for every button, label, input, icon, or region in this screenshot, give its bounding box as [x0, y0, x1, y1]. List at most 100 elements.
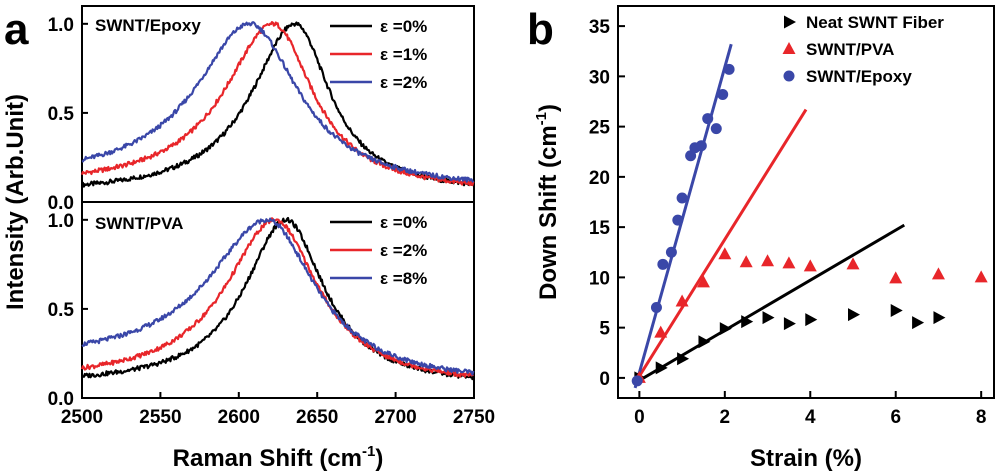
y-tick-label: 25	[589, 118, 611, 139]
x-tick-label: 0	[634, 407, 645, 428]
data-point-2	[717, 88, 729, 100]
panel-a-top-label: SWNT/Epoxy	[95, 16, 201, 35]
data-point-1	[675, 294, 689, 307]
x-tick-label: 2500	[61, 407, 103, 428]
data-point-1	[718, 247, 732, 260]
legend-marker	[782, 42, 796, 54]
data-point-0	[933, 311, 946, 325]
data-point-2	[672, 214, 684, 226]
y-tick-label: 20	[589, 168, 610, 189]
panel-a-bottom-legend: ε =0% ε =2% ε =8%	[330, 213, 427, 288]
x-tick-label: 6	[890, 407, 901, 428]
data-point-0	[677, 352, 690, 366]
panel-b-y-axis-label-main: Down Shift (cm	[535, 125, 562, 300]
data-point-2	[685, 150, 697, 162]
data-point-2	[723, 63, 735, 75]
data-point-0	[848, 308, 860, 322]
data-point-0	[741, 315, 754, 329]
legend-label: ε =0%	[380, 213, 427, 232]
y-tick-label: 5	[599, 319, 610, 340]
panel-b-legend: Neat SWNT Fiber SWNT/PVA SWNT/Epoxy	[782, 13, 944, 86]
data-point-2	[676, 192, 688, 204]
legend-label: ε =2%	[380, 241, 427, 260]
spectrum-line-a-top-2	[81, 21, 475, 184]
data-point-2	[695, 140, 707, 152]
data-point-1	[654, 325, 668, 338]
spectrum-line-a-bottom-2	[81, 217, 475, 376]
spectrum-line-a-top-1	[80, 21, 475, 187]
y-tick-label: 0.5	[48, 104, 75, 125]
panel-a-top: SWNT/Epoxy ε =0% ε =1% ε =2% 0.0 0.5 1.0	[48, 15, 475, 214]
legend-label: SWNT/PVA	[806, 40, 894, 59]
data-point-1	[739, 255, 753, 268]
x-tick-label: 2750	[453, 407, 495, 428]
data-point-1	[889, 271, 903, 284]
legend-label: ε =2%	[380, 73, 427, 92]
panel-a-x-axis-label-end: )	[375, 445, 383, 472]
legend-label: Neat SWNT Fiber	[806, 13, 944, 32]
panel-a-bottom-frame	[81, 201, 475, 399]
x-tick-label: 2700	[374, 407, 416, 428]
legend-label: ε =0%	[380, 17, 427, 36]
data-point-0	[805, 313, 818, 327]
data-point-1	[974, 270, 988, 283]
data-point-0	[912, 316, 925, 330]
y-tick-label: 0	[599, 369, 610, 390]
x-tick-label: 4	[805, 407, 816, 428]
panel-b-y-axis-label-sup: -1	[533, 112, 550, 125]
fit-line-2	[633, 43, 733, 389]
legend-label: SWNT/Epoxy	[806, 67, 912, 86]
data-point-1	[782, 256, 796, 269]
panel-b: 0 2 4 6 8 0 5 10 15 20 25 30 35 Neat SWNT Fiber SWNT/…	[589, 13, 988, 428]
panel-b-y-axis-label: Down Shift (cm-1)	[533, 104, 562, 300]
panel-b-letter: b	[527, 5, 554, 54]
data-point-0	[655, 361, 668, 375]
data-point-0	[762, 311, 775, 325]
panel-a-top-legend: ε =0% ε =1% ε =2%	[330, 17, 427, 92]
panel-a-letter: a	[4, 5, 29, 54]
y-tick-label: 0.5	[48, 300, 75, 321]
spectrum-line-a-bottom-1	[80, 217, 474, 378]
x-tick-label: 2650	[296, 407, 338, 428]
x-tick-label: 8	[976, 407, 987, 428]
y-tick-label: 1.0	[48, 15, 74, 36]
y-tick-label: 15	[589, 218, 611, 239]
data-point-2	[650, 302, 662, 314]
x-tick-label: 2	[720, 407, 731, 428]
y-tick-label: 30	[589, 67, 610, 88]
fit-line-1	[633, 108, 808, 384]
panel-b-x-axis-label: Strain (%)	[750, 445, 862, 472]
data-point-2	[665, 246, 677, 258]
data-point-2	[710, 123, 722, 135]
data-point-1	[931, 267, 945, 280]
data-point-0	[783, 317, 796, 331]
y-tick-label: 1.0	[48, 211, 74, 232]
panel-a-x-axis-label-main: Raman Shift (cm	[173, 445, 362, 472]
data-point-0	[890, 304, 903, 318]
x-tick-label: 2550	[139, 407, 181, 428]
data-point-2	[631, 375, 643, 387]
data-point-1	[696, 275, 710, 288]
panel-a-bottom: SWNT/PVA ε =0% ε =2% ε =8% 0.0 0.5 1.0 2500 2…	[48, 211, 496, 428]
panel-a-x-axis-label: Raman Shift (cm-1)	[173, 443, 384, 472]
data-point-1	[761, 254, 775, 267]
legend-marker	[783, 70, 795, 82]
panel-b-y-axis-label-end: )	[535, 104, 562, 112]
panel-a-y-axis-label: Intensity (Arb.Unit)	[2, 94, 29, 310]
legend-marker	[784, 15, 796, 29]
data-point-1	[846, 257, 860, 270]
y-tick-label: 35	[589, 17, 611, 38]
x-tick-label: 2600	[218, 407, 260, 428]
data-point-2	[702, 113, 714, 125]
data-point-1	[803, 259, 817, 272]
data-point-2	[657, 258, 669, 270]
data-point-0	[719, 322, 732, 336]
data-point-0	[698, 335, 711, 349]
panel-a-bottom-label: SWNT/PVA	[95, 214, 183, 233]
y-tick-label: 10	[589, 268, 610, 289]
legend-label: ε =8%	[380, 269, 427, 288]
y-tick-label: 0.0	[48, 193, 74, 214]
y-tick-label: 0.0	[48, 389, 74, 410]
panel-b-frame	[617, 5, 995, 399]
